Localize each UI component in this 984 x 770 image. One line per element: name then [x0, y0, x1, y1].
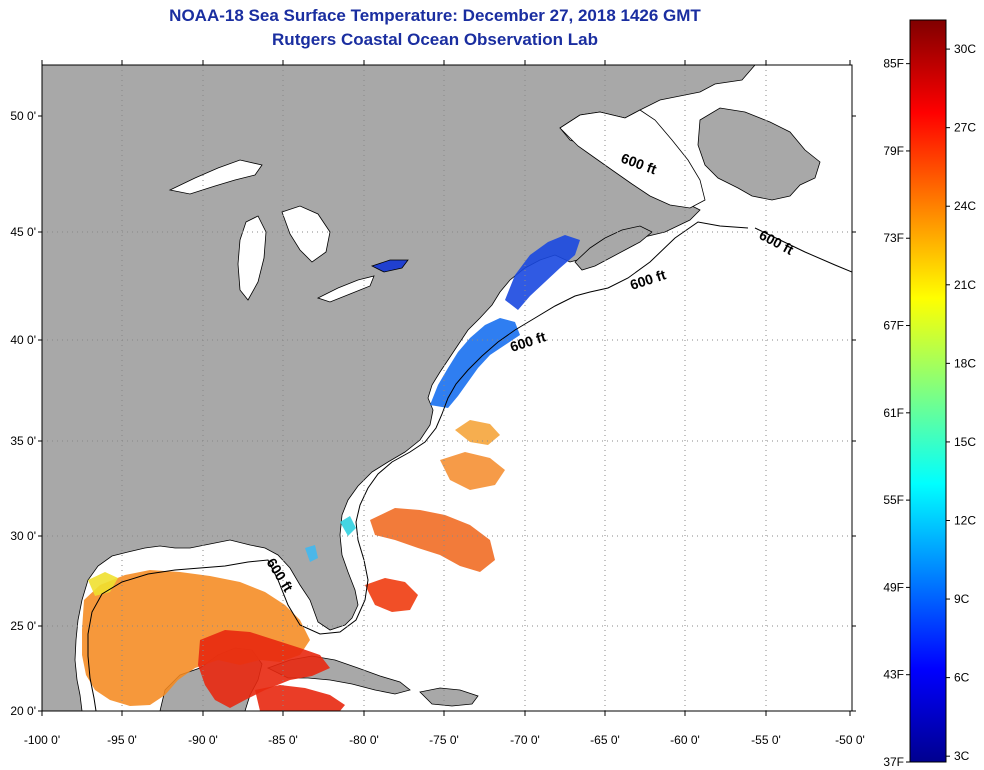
- colorbar-f-label: 61F: [883, 406, 904, 420]
- colorbar-c-label: 12C: [954, 513, 976, 527]
- lon-tick-label: -90 0': [188, 733, 218, 747]
- lat-tick-label: 40 0': [10, 333, 36, 347]
- lat-tick-label: 25 0': [10, 619, 36, 633]
- colorbar-f-label: 37F: [883, 755, 904, 769]
- map-title: NOAA-18 Sea Surface Temperature: Decembe…: [169, 6, 701, 25]
- lat-tick-label: 45 0': [10, 225, 36, 239]
- sst-gulf-cyan: [305, 545, 318, 562]
- sst-florida-cyan: [340, 516, 356, 536]
- sst-gulf-mexico-hot: [198, 630, 330, 708]
- sst-cold-gulf-of-maine: [505, 235, 580, 310]
- lake-huron: [281, 205, 331, 263]
- gulf-st-lawrence: [559, 109, 706, 209]
- sst-gulf-stream-orange: [455, 420, 500, 445]
- colorbar-f-label: 55F: [883, 493, 904, 507]
- colorbar-c-label: 30C: [954, 42, 976, 56]
- colorbar-f-label: 43F: [883, 668, 904, 682]
- colorbar-f-label: 79F: [883, 144, 904, 158]
- colorbar-c-label: 9C: [954, 592, 970, 606]
- colorbar-c-label: 6C: [954, 671, 970, 685]
- land-newfoundland: [697, 107, 821, 201]
- plot-frame: [41, 64, 853, 712]
- colorbar-c-label: 21C: [954, 278, 976, 292]
- sst-gulf-mexico-warm: [82, 570, 310, 706]
- colorbar-c-label: 18C: [954, 356, 976, 370]
- sst-atlantic-orange-1: [370, 508, 495, 572]
- lon-tick-label: -100 0': [24, 733, 60, 747]
- colorbar-f-label: 85F: [883, 57, 904, 71]
- lat-tick-label: 20 0': [10, 704, 36, 718]
- colorbar-c-label: 24C: [954, 199, 976, 213]
- map-axes: 50 0' 45 0' 40 0' 35 0' 30 0' 25 0' 20 0' -100 …: [10, 60, 865, 747]
- colorbar-f-label: 73F: [883, 231, 904, 245]
- sst-bahamas-red: [365, 578, 418, 612]
- lon-tick-label: -85 0': [268, 733, 298, 747]
- colorbar-f-label: 67F: [883, 319, 904, 333]
- lat-tick-label: 50 0': [10, 109, 36, 123]
- lake-ontario: [370, 259, 409, 273]
- lat-tick-label: 35 0': [10, 434, 36, 448]
- lat-tick-label: 30 0': [10, 529, 36, 543]
- colorbar-c-label: 15C: [954, 435, 976, 449]
- sst-caribbean-red: [255, 685, 345, 711]
- lake-michigan: [237, 215, 267, 301]
- lon-tick-label: -50 0': [835, 733, 865, 747]
- colorbar-f-label: 49F: [883, 580, 904, 594]
- colorbar-c-label: 27C: [954, 121, 976, 135]
- sst-gulf-yellow: [88, 572, 118, 596]
- map-subtitle: Rutgers Coastal Ocean Observation Lab: [272, 30, 598, 49]
- lon-tick-label: -65 0': [590, 733, 620, 747]
- lon-tick-label: -80 0': [349, 733, 379, 747]
- lake-erie: [316, 275, 375, 303]
- depth-contour-600ft: [87, 221, 852, 711]
- lon-tick-label: -95 0': [107, 733, 137, 747]
- lon-tick-label: -75 0': [429, 733, 459, 747]
- lon-tick-label: -55 0': [751, 733, 781, 747]
- lon-tick-label: -60 0': [670, 733, 700, 747]
- colorbar-c-label: 3C: [954, 749, 970, 763]
- grid-lines: [42, 65, 852, 711]
- colorbar: [909, 19, 947, 763]
- land-hispaniola: [419, 687, 479, 707]
- lon-tick-label: -70 0': [510, 733, 540, 747]
- land-nova-scotia: [574, 225, 653, 271]
- sst-atlantic-orange-2: [440, 452, 505, 490]
- colorbar-ticks: 85F 79F 73F 67F 61F 55F 49F 43F 37F 30C 27C 24C 21C 1…: [883, 42, 976, 769]
